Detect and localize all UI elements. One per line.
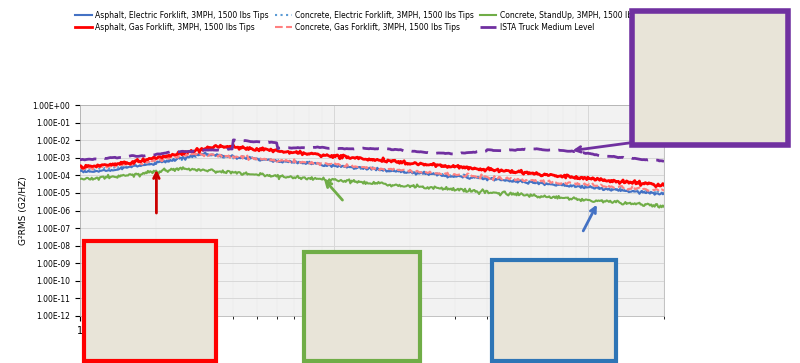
Circle shape bbox=[566, 335, 590, 355]
Circle shape bbox=[518, 335, 542, 355]
Circle shape bbox=[370, 339, 387, 356]
Legend: Asphalt, Electric Forklift, 3MPH, 1500 lbs Tips, Asphalt, Gas Forklift, 3MPH, 15: Asphalt, Electric Forklift, 3MPH, 1500 l… bbox=[72, 8, 657, 35]
Circle shape bbox=[703, 95, 718, 108]
Circle shape bbox=[657, 95, 672, 108]
Circle shape bbox=[174, 332, 190, 346]
Circle shape bbox=[749, 95, 764, 108]
Y-axis label: G²RMS (G2/HZ): G²RMS (G2/HZ) bbox=[19, 176, 28, 245]
Circle shape bbox=[102, 325, 133, 353]
X-axis label: FREQUENCY (HZ): FREQUENCY (HZ) bbox=[330, 340, 414, 350]
Circle shape bbox=[110, 332, 126, 346]
Circle shape bbox=[166, 325, 197, 353]
Circle shape bbox=[336, 339, 354, 356]
